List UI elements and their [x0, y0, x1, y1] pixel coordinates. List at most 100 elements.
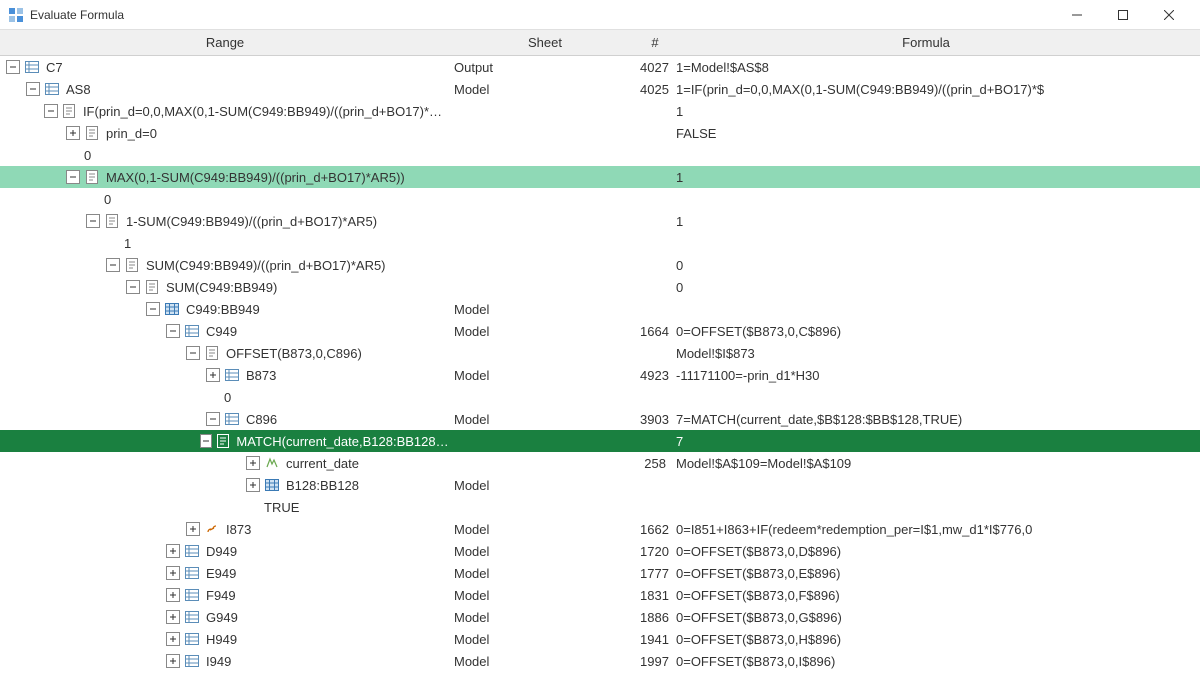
- formula-text: FALSE: [670, 126, 1200, 141]
- tree-row[interactable]: MATCH(current_date,B128:BB128,TRUE)7: [0, 430, 1200, 452]
- collapse-toggle[interactable]: [6, 60, 20, 74]
- expand-toggle[interactable]: [246, 456, 260, 470]
- num-text: 4027: [640, 60, 670, 75]
- formula-text: 0: [670, 258, 1200, 273]
- range-text: I949: [206, 654, 231, 669]
- tree-row[interactable]: 1: [0, 232, 1200, 254]
- collapse-toggle[interactable]: [126, 280, 140, 294]
- range-text: B873: [246, 368, 276, 383]
- collapse-toggle[interactable]: [26, 82, 40, 96]
- tree-row[interactable]: C949Model16640=OFFSET($B873,0,C$896): [0, 320, 1200, 342]
- collapse-toggle[interactable]: [44, 104, 57, 118]
- collapse-toggle[interactable]: [166, 324, 180, 338]
- tree-row[interactable]: AS8Model40251=IF(prin_d=0,0,MAX(0,1-SUM(…: [0, 78, 1200, 100]
- expand-toggle[interactable]: [186, 522, 200, 536]
- collapse-toggle[interactable]: [186, 346, 200, 360]
- range-text: C949: [206, 324, 237, 339]
- expand-toggle[interactable]: [206, 368, 220, 382]
- expand-toggle[interactable]: [66, 126, 80, 140]
- tree-row[interactable]: B873Model4923-11171100=-prin_d1*H30: [0, 364, 1200, 386]
- tree-row[interactable]: I949Model19970=OFFSET($B873,0,I$896): [0, 650, 1200, 672]
- fx-icon: [124, 257, 140, 273]
- header-formula[interactable]: Formula: [670, 35, 1182, 50]
- header-range[interactable]: Range: [0, 35, 450, 50]
- num-text: 258: [640, 456, 670, 471]
- sheet-text: Model: [450, 544, 640, 559]
- range-text: MATCH(current_date,B128:BB128,TRUE): [236, 434, 450, 449]
- tree-row[interactable]: SUM(C949:BB949)/((prin_d+BO17)*AR5) 0: [0, 254, 1200, 276]
- expand-toggle[interactable]: [166, 632, 180, 646]
- tree-row[interactable]: H949Model19410=OFFSET($B873,0,H$896): [0, 628, 1200, 650]
- tree-row[interactable]: 0: [0, 188, 1200, 210]
- minimize-button[interactable]: [1054, 0, 1100, 30]
- tree-row[interactable]: I873Model16620=I851+I863+IF(redeem*redem…: [0, 518, 1200, 540]
- range-text: TRUE: [264, 500, 299, 515]
- tree-row[interactable]: IF(prin_d=0,0,MAX(0,1-SUM(C949:BB949)/((…: [0, 100, 1200, 122]
- formula-text: 0=I851+I863+IF(redeem*redemption_per=I$1…: [670, 522, 1200, 537]
- fx-icon: [144, 279, 160, 295]
- tree-row[interactable]: SUM(C949:BB949)0: [0, 276, 1200, 298]
- num-text: 4025: [640, 82, 670, 97]
- sheet-text: Model: [450, 302, 640, 317]
- num-text: 1886: [640, 610, 670, 625]
- collapse-toggle[interactable]: [200, 434, 213, 448]
- tree-row[interactable]: C949:BB949 Model: [0, 298, 1200, 320]
- column-header: Range Sheet # Formula: [0, 30, 1200, 56]
- toggle-blank: [246, 500, 260, 514]
- expand-toggle[interactable]: [166, 566, 180, 580]
- tree-row[interactable]: 0: [0, 144, 1200, 166]
- num-text: 1662: [640, 522, 670, 537]
- sheet-text: Model: [450, 654, 640, 669]
- tree-row[interactable]: MAX(0,1-SUM(C949:BB949)/((prin_d+BO17)*A…: [0, 166, 1200, 188]
- formula-text: 1=IF(prin_d=0,0,MAX(0,1-SUM(C949:BB949)/…: [670, 82, 1200, 97]
- tree-row[interactable]: C7Output40271=Model!$AS$8: [0, 56, 1200, 78]
- expand-toggle[interactable]: [166, 588, 180, 602]
- window-title: Evaluate Formula: [30, 8, 1054, 22]
- range-text: current_date: [286, 456, 359, 471]
- tree-row[interactable]: TRUE: [0, 496, 1200, 518]
- tree-row[interactable]: B128:BB128Model: [0, 474, 1200, 496]
- collapse-toggle[interactable]: [86, 214, 100, 228]
- formula-text: 7=MATCH(current_date,$B$128:$BB$128,TRUE…: [670, 412, 1200, 427]
- sheet-text: Model: [450, 324, 640, 339]
- maximize-button[interactable]: [1100, 0, 1146, 30]
- tree-row[interactable]: F949Model18310=OFFSET($B873,0,F$896): [0, 584, 1200, 606]
- tree-row[interactable]: prin_d=0FALSE: [0, 122, 1200, 144]
- num-text: 1777: [640, 566, 670, 581]
- tree-row[interactable]: E949Model17770=OFFSET($B873,0,E$896): [0, 562, 1200, 584]
- range-text: SUM(C949:BB949)/((prin_d+BO17)*AR5): [146, 258, 386, 273]
- expand-toggle[interactable]: [166, 654, 180, 668]
- tree-row[interactable]: G949Model18860=OFFSET($B873,0,G$896): [0, 606, 1200, 628]
- toggle-blank: [206, 390, 220, 404]
- tree-row[interactable]: current_date258Model!$A$109=Model!$A$109: [0, 452, 1200, 474]
- tree-row[interactable]: D949Model17200=OFFSET($B873,0,D$896): [0, 540, 1200, 562]
- sheet-text: Model: [450, 522, 640, 537]
- range-text: C949:BB949: [186, 302, 260, 317]
- collapse-toggle[interactable]: [106, 258, 120, 272]
- range-text: SUM(C949:BB949): [166, 280, 277, 295]
- header-num[interactable]: #: [640, 35, 670, 50]
- tree-row[interactable]: 1-SUM(C949:BB949)/((prin_d+BO17)*AR5)1: [0, 210, 1200, 232]
- range-icon: [264, 477, 280, 493]
- toggle-blank: [66, 148, 80, 162]
- sheet-text: Output: [450, 60, 640, 75]
- expand-toggle[interactable]: [166, 610, 180, 624]
- cell-icon: [224, 367, 240, 383]
- collapse-toggle[interactable]: [146, 302, 160, 316]
- tree-row[interactable]: 0: [0, 386, 1200, 408]
- range-text: IF(prin_d=0,0,MAX(0,1-SUM(C949:BB949)/((…: [83, 104, 450, 119]
- collapse-toggle[interactable]: [206, 412, 220, 426]
- range-text: G949: [206, 610, 238, 625]
- fx-icon: [104, 213, 120, 229]
- cell-icon: [184, 609, 200, 625]
- expand-toggle[interactable]: [246, 478, 260, 492]
- range-text: OFFSET(B873,0,C896): [226, 346, 362, 361]
- tree-row[interactable]: OFFSET(B873,0,C896)Model!$I$873: [0, 342, 1200, 364]
- close-button[interactable]: [1146, 0, 1192, 30]
- header-sheet[interactable]: Sheet: [450, 35, 640, 50]
- formula-text: -11171100=-prin_d1*H30: [670, 368, 1200, 383]
- tree-row[interactable]: C896Model39037=MATCH(current_date,$B$128…: [0, 408, 1200, 430]
- collapse-toggle[interactable]: [66, 170, 80, 184]
- tree-content[interactable]: C7Output40271=Model!$AS$8AS8Model40251=I…: [0, 56, 1200, 682]
- expand-toggle[interactable]: [166, 544, 180, 558]
